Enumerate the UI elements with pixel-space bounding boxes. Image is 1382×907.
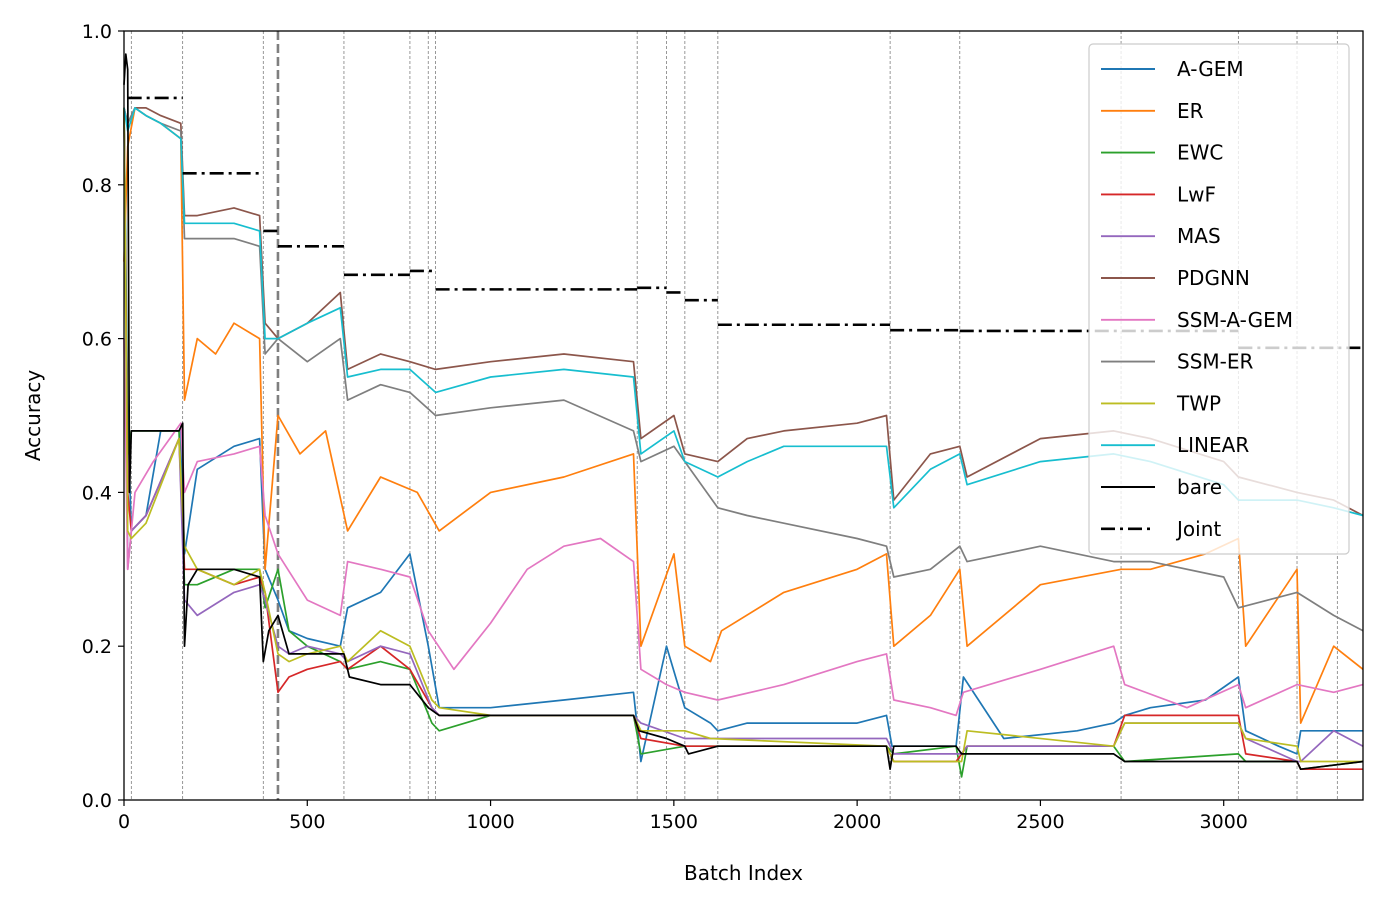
x-axis-ticks: 0 500 1000 1500 2000 2500 3000 [118,800,1248,833]
y-axis-label: Accuracy [21,370,45,461]
series-line-twp [123,107,1363,763]
x-axis-label: Batch Index [684,861,803,885]
legend-label: LwF [1177,182,1216,206]
x-tick-label: 2500 [1016,811,1064,833]
legend-label: MAS [1177,224,1221,248]
y-axis-ticks: 0.0 0.2 0.4 0.6 0.8 1.0 [82,21,124,812]
series-lines [123,53,1364,778]
x-tick-label: 1000 [466,811,514,833]
series-line-er [123,107,1364,724]
x-tick-label: 500 [289,811,325,833]
y-tick-label: 1.0 [82,21,112,43]
legend-label: A-GEM [1177,57,1244,81]
legend-label: SSM-ER [1177,350,1254,374]
legend-label: Joint [1175,517,1221,541]
x-tick-label: 1500 [650,811,698,833]
legend-label: SSM-A-GEM [1177,308,1293,332]
y-tick-label: 0.2 [82,636,112,658]
x-tick-label: 2000 [833,811,881,833]
x-tick-label: 0 [118,811,130,833]
series-line-pdgnn [123,107,1364,517]
plot-frame [123,30,1364,801]
series-line-a-gem [123,107,1363,763]
legend-label: LINEAR [1177,433,1249,457]
x-tick-label: 3000 [1200,811,1248,833]
y-tick-label: 0.6 [82,329,112,351]
y-tick-label: 0.4 [82,482,112,504]
y-tick-label: 0.8 [82,175,112,197]
legend: A-GEM ER EWC LwF MAS PDGNN SSM-A-GEM SSM-ER TWP L… [1088,43,1350,555]
legend-label: ER [1177,99,1204,123]
series-line-linear [123,107,1364,517]
legend-label: PDGNN [1177,266,1250,290]
series-line-bare [123,53,1364,771]
series-line-ssm-er [123,107,1364,632]
legend-label: EWC [1177,141,1223,165]
series-line-ssm-a-gem [123,338,1364,717]
legend-label: bare [1177,475,1222,499]
y-tick-label: 0.0 [82,790,112,812]
series-line-ewc [123,107,1364,778]
legend-box [1088,43,1350,555]
legend-label: TWP [1176,391,1221,415]
